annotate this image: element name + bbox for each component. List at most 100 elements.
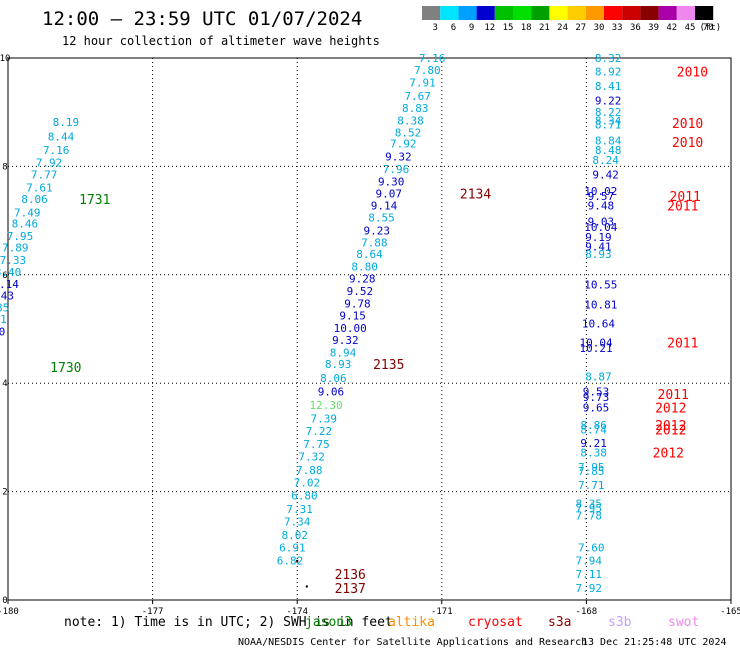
y-tick-label: 8	[2, 162, 7, 172]
wave-height-label: 8.85	[0, 301, 9, 314]
wave-height-label: 8.02	[282, 529, 309, 542]
wave-height-label: 9.14	[0, 278, 19, 291]
legend-label: 12	[484, 23, 495, 33]
wave-height-label: 8.48	[595, 144, 622, 157]
wave-height-label: 7.32	[298, 450, 325, 463]
y-tick-label: 10	[0, 54, 10, 64]
wave-height-label: 7.88	[296, 464, 323, 477]
legend-label: 36	[630, 23, 641, 33]
wave-height-label: 7.92	[36, 157, 63, 170]
time-label: 2011	[670, 190, 701, 205]
wave-height-label: 7.16	[43, 144, 70, 157]
wave-height-label: 9.57	[588, 190, 615, 203]
wave-height-label: 7.67	[404, 90, 431, 103]
wave-height-label: 9.03	[588, 216, 615, 229]
legend-swatch	[549, 6, 568, 20]
footer-timestamp: 13 Dec 21:25:48 UTC 2024	[582, 637, 727, 648]
wave-height-label: 8.38	[580, 447, 607, 460]
time-label: 2010	[672, 117, 703, 132]
wave-height-label: 8.84	[595, 134, 622, 147]
wave-height-label: 9.48	[588, 199, 615, 212]
legend-label: 15	[503, 23, 514, 33]
wave-height-label: 7.22	[306, 425, 333, 438]
legend-label: 18	[521, 23, 532, 33]
satellite-legend: jason3 altika cryosat s3a s3b swot	[305, 615, 699, 630]
wave-height-label: 8.71	[595, 119, 622, 132]
wave-height-label: 10.04	[584, 221, 617, 234]
time-label: 2134	[460, 188, 491, 203]
wave-height-label: 10.81	[584, 299, 617, 312]
wave-height-label: 9.78	[344, 298, 371, 311]
wave-height-label: 9.15	[339, 309, 366, 322]
wave-height-label: 8.06	[320, 372, 347, 385]
wave-height-label: 6.82	[277, 554, 304, 567]
wave-height-label: 7.11	[576, 568, 603, 581]
legend-label: 3	[432, 23, 437, 33]
wave-height-label: 7.61	[26, 182, 53, 195]
wave-height-label: 9.23	[363, 224, 390, 237]
x-tick-label: -165	[720, 607, 740, 617]
wave-height-label: 10.21	[579, 342, 612, 355]
time-label: 2012	[655, 423, 686, 438]
wave-height-label: 7.95	[578, 461, 605, 474]
time-label: 2011	[658, 388, 689, 403]
wave-height-label: 9.41	[585, 241, 612, 254]
wave-height-label: 7.34	[284, 515, 311, 528]
legend-label: 6	[451, 23, 456, 33]
legend-swatch	[640, 6, 659, 20]
wave-height-label: 10.04	[579, 337, 612, 350]
wave-height-label: 8.92	[595, 66, 622, 79]
wave-height-label: 9.65	[583, 402, 610, 415]
wave-height-label: 8.86	[580, 419, 607, 432]
wave-height-label: 8.93	[585, 248, 612, 261]
legend-label: 45	[685, 23, 696, 33]
wave-height-label: 9.28	[349, 273, 376, 286]
wave-height-label: 7.49	[14, 206, 41, 219]
wave-height-label: 8.94	[330, 346, 357, 359]
time-label: 1730	[50, 361, 81, 376]
wave-height-label: 8.40	[0, 266, 21, 279]
legend-swatch	[440, 6, 459, 20]
wave-height-label: 8.35	[576, 498, 603, 511]
wave-height-label: 8.46	[12, 217, 39, 230]
data-dot	[305, 585, 309, 588]
satellite-label-swot: swot	[668, 615, 699, 630]
x-tick-label: -171	[431, 607, 453, 617]
wave-height-label: 9.14	[371, 199, 398, 212]
wave-height-label: 7.33	[0, 254, 26, 267]
wave-height-label: 7.85	[578, 465, 605, 478]
wave-height-label: 8.06	[21, 193, 48, 206]
wave-height-label: 7.89	[2, 242, 29, 255]
time-label: 2012	[653, 447, 684, 462]
legend-label: 27	[575, 23, 586, 33]
wave-height-label: 8.22	[595, 106, 622, 119]
legend-swatch	[476, 6, 495, 20]
legend-label: 21	[539, 23, 550, 33]
wave-height-label: 9.21	[580, 437, 607, 450]
chart-subtitle: 12 hour collection of altimeter wave hei…	[62, 34, 380, 48]
legend-label: 70	[703, 23, 714, 33]
wave-height-label: 8.24	[592, 154, 619, 167]
wave-height-label: 8.93	[325, 358, 352, 371]
wave-height-label: 7.91	[409, 76, 436, 89]
legend-label: 39	[648, 23, 659, 33]
legend-swatch	[531, 6, 550, 20]
satellite-label-s3b: s3b	[608, 615, 632, 630]
y-tick-label: 2	[2, 488, 7, 498]
legend-swatch	[604, 6, 623, 20]
legend-label: 24	[557, 23, 568, 33]
wave-height-label: 8.34	[595, 114, 622, 127]
plot-frame	[7, 57, 732, 601]
legend-label: 42	[666, 23, 677, 33]
legend-label: 33	[612, 23, 623, 33]
wave-height-label: 8.38	[397, 114, 424, 127]
wave-height-label: 9.19	[585, 231, 612, 244]
wave-height-label: 7.92	[576, 582, 603, 595]
time-label: 2137	[335, 582, 366, 597]
x-tick-label: -168	[576, 607, 598, 617]
legend-swatch	[695, 6, 714, 20]
wave-height-label: 8.91	[0, 313, 7, 326]
wave-height-label: 7.71	[578, 479, 605, 492]
legend-swatch	[622, 6, 641, 20]
